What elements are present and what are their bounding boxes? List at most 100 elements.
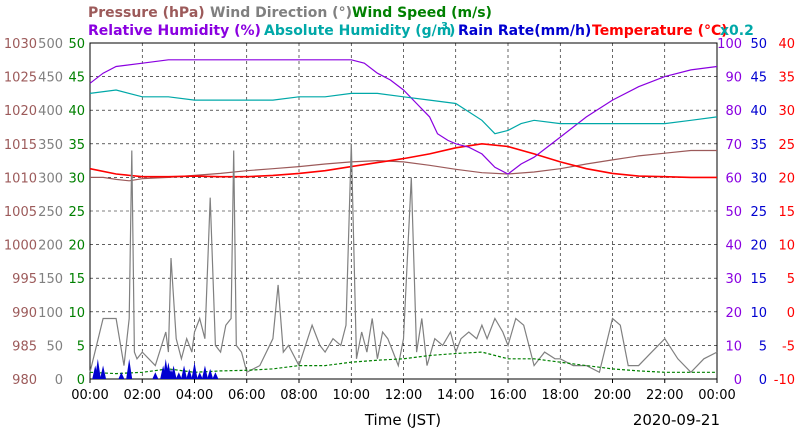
x-tick-label: 16:00 <box>489 388 526 403</box>
y-tick-pressure: 1005 <box>4 205 37 220</box>
rain-spike <box>201 365 208 379</box>
y-tick-temp: 5 <box>787 272 795 287</box>
y-tick-wind-dir: 300 <box>38 171 63 186</box>
rain-spike <box>186 368 193 379</box>
legend-abs-hum-scale: x0.2 <box>720 23 754 39</box>
series-layer <box>89 59 718 379</box>
y-tick-rain: 20 <box>750 239 767 254</box>
y-tick-rain: 15 <box>750 272 767 287</box>
y-tick-rain: 30 <box>750 171 767 186</box>
legend-pressure: Pressure (hPa) <box>88 5 205 21</box>
y-tick-wind-speed: 0 <box>77 373 85 388</box>
series-absolute-humidity-g-m-x <box>89 89 718 135</box>
y-tick-wind-dir: 350 <box>38 138 63 153</box>
y-tick-rel-hum: 20 <box>725 306 742 321</box>
y-tick-rel-hum: 30 <box>725 272 742 287</box>
y-tick-rain: 10 <box>750 306 767 321</box>
y-tick-temp: -10 <box>774 373 795 388</box>
y-tick-wind-dir: 200 <box>38 239 63 254</box>
y-tick-rel-hum: 10 <box>725 339 742 354</box>
y-tick-temp: -5 <box>782 339 795 354</box>
y-tick-temp: 10 <box>778 239 795 254</box>
y-tick-wind-speed: 30 <box>68 171 85 186</box>
y-tick-rain: 45 <box>750 71 767 86</box>
rain-spike <box>175 372 182 379</box>
y-tick-pressure: 995 <box>12 272 37 287</box>
y-tick-wind-dir: 100 <box>38 306 63 321</box>
y-tick-temp: 25 <box>778 138 795 153</box>
x-tick-label: 06:00 <box>228 388 265 403</box>
legend-temp: Temperature (°C) <box>592 23 728 39</box>
rain-spike <box>212 372 219 379</box>
x-axis-title: Time (JST) <box>364 411 441 429</box>
series-relative-humidity <box>89 59 718 175</box>
x-tick-label: 22:00 <box>646 388 683 403</box>
x-tick-label: 10:00 <box>333 388 370 403</box>
legend-abs-hum-sup: 3 <box>441 21 448 32</box>
y-tick-temp: 15 <box>778 205 795 220</box>
x-tick-label: 12:00 <box>385 388 422 403</box>
rain-spike <box>100 365 107 379</box>
y-tick-wind-speed: 15 <box>68 272 85 287</box>
series-wind-direction <box>89 143 718 374</box>
y-tick-pressure: 990 <box>12 306 37 321</box>
grid <box>90 43 717 379</box>
x-tick-label: 00:00 <box>698 388 735 403</box>
legend-rain: Rain Rate(mm/h) <box>458 23 591 39</box>
y-tick-pressure: 1025 <box>4 71 37 86</box>
y-tick-rain: 0 <box>759 373 767 388</box>
y-tick-rain: 40 <box>750 104 767 119</box>
y-tick-rain: 25 <box>750 205 767 220</box>
legend-rel-hum: Relative Humidity (%) <box>88 23 261 39</box>
y-tick-wind-speed: 45 <box>68 71 85 86</box>
series-pressure-hpa <box>90 149 717 182</box>
y-tick-wind-speed: 40 <box>68 104 85 119</box>
y-tick-wind-dir: 250 <box>38 205 63 220</box>
axes: 9809859909951000100510101015102010251030… <box>4 37 795 403</box>
y-tick-wind-speed: 5 <box>77 339 85 354</box>
legend-abs-hum-close: ) <box>449 23 455 39</box>
y-tick-rain: 50 <box>750 37 767 52</box>
y-tick-wind-speed: 25 <box>68 205 85 220</box>
rain-spike <box>170 365 177 379</box>
rain-spike <box>94 358 101 379</box>
y-tick-rel-hum: 70 <box>725 138 742 153</box>
y-tick-pressure: 1010 <box>4 171 37 186</box>
series-temperature-c <box>89 142 717 179</box>
y-tick-wind-dir: 0 <box>55 373 63 388</box>
y-tick-wind-speed: 10 <box>68 306 85 321</box>
y-tick-rel-hum: 80 <box>725 104 742 119</box>
y-tick-wind-speed: 35 <box>68 138 85 153</box>
y-tick-rel-hum: 50 <box>725 205 742 220</box>
rain-spike <box>207 368 214 379</box>
y-tick-rel-hum: 0 <box>734 373 742 388</box>
y-tick-pressure: 980 <box>12 373 37 388</box>
rain-spike <box>152 372 159 379</box>
y-tick-wind-dir: 450 <box>38 71 63 86</box>
y-tick-pressure: 1000 <box>4 239 37 254</box>
x-tick-label: 00:00 <box>71 388 108 403</box>
rain-spike <box>118 372 125 379</box>
y-tick-pressure: 1030 <box>4 37 37 52</box>
x-tick-label: 14:00 <box>437 388 474 403</box>
y-tick-rel-hum: 60 <box>725 171 742 186</box>
y-tick-rel-hum: 100 <box>717 37 742 52</box>
legend-wind-speed: Wind Speed (m/s) <box>352 5 492 21</box>
y-tick-pressure: 1015 <box>4 138 37 153</box>
y-tick-temp: 30 <box>778 104 795 119</box>
legend-wind-dir: Wind Direction (°) <box>210 5 352 21</box>
y-tick-wind-speed: 50 <box>68 37 85 52</box>
x-tick-label: 08:00 <box>280 388 317 403</box>
legend-abs-hum-a: Absolute Humidity (g/m <box>264 23 451 39</box>
y-tick-wind-dir: 50 <box>46 339 63 354</box>
y-tick-wind-dir: 150 <box>38 272 63 287</box>
chart-date: 2020-09-21 <box>633 411 720 429</box>
y-tick-rel-hum: 90 <box>725 71 742 86</box>
y-tick-pressure: 1020 <box>4 104 37 119</box>
y-tick-temp: 20 <box>778 171 795 186</box>
chart-title-legend: Pressure (hPa) Wind Direction (°) Wind Spe… <box>88 5 754 39</box>
y-tick-rel-hum: 40 <box>725 239 742 254</box>
y-tick-temp: 35 <box>778 71 795 86</box>
y-tick-wind-dir: 400 <box>38 104 63 119</box>
